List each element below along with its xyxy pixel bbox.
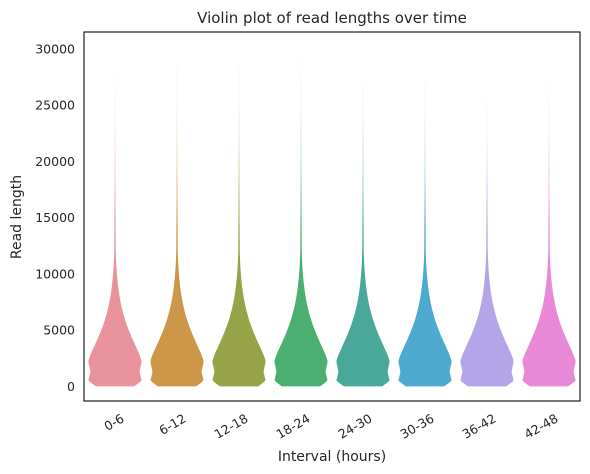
x-tick-label: 30-36 [398, 411, 437, 442]
violin-24-30 [336, 71, 390, 387]
violin-36-42 [460, 93, 514, 387]
y-tick-label: 5000 [43, 323, 75, 338]
violins-group [88, 48, 576, 387]
x-tick-label: 24-30 [336, 411, 375, 442]
plot-frame [83, 31, 581, 402]
y-tick-label: 0 [67, 379, 75, 394]
violin-42-48 [522, 77, 576, 387]
y-tick-label: 25000 [35, 98, 75, 113]
x-tick-label: 0-6 [101, 411, 126, 434]
violin-30-36 [398, 71, 452, 387]
y-axis-ticks: 0 5000 10000 15000 20000 25000 30000 [35, 41, 75, 394]
x-axis-ticks: 0-6 6-12 12-18 18-24 24-30 30-36 36-42 42-48 [101, 411, 560, 442]
x-tick-label: 18-24 [274, 411, 313, 442]
x-tick-label: 42-48 [522, 411, 561, 442]
x-tick-label: 6-12 [156, 411, 188, 438]
violin-6-12 [150, 48, 204, 387]
x-axis-label: Interval (hours) [278, 449, 386, 465]
y-tick-label: 10000 [35, 266, 75, 281]
y-tick-label: 20000 [35, 154, 75, 169]
x-tick-label: 36-42 [460, 411, 499, 442]
y-tick-label: 30000 [35, 41, 75, 56]
x-tick-label: 12-18 [212, 411, 251, 442]
violin-18-24 [274, 48, 328, 387]
violin-12-18 [212, 48, 266, 387]
y-tick-label: 15000 [35, 210, 75, 225]
chart-title: Violin plot of read lengths over time [197, 9, 467, 27]
violin-0-6 [88, 60, 142, 387]
y-axis-label: Read length [9, 175, 25, 259]
